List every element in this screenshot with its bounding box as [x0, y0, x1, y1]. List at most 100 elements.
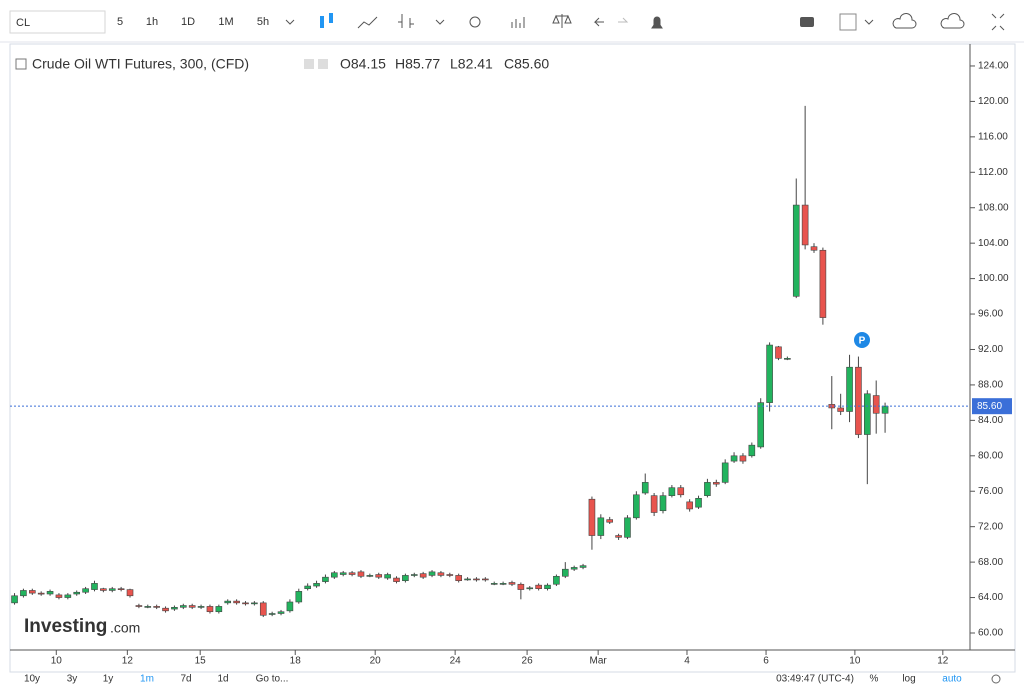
candle-body: [215, 606, 223, 613]
candle-body: [837, 407, 844, 412]
candle-body: [570, 567, 578, 570]
candle-body: [197, 606, 205, 608]
candle-body: [748, 444, 756, 457]
candle-body: [757, 402, 765, 448]
y-tick-label: 120.00: [978, 96, 1009, 107]
range-button[interactable]: 1m: [140, 674, 154, 685]
toolbar-icons: [285, 13, 1005, 31]
interval-button[interactable]: 1M: [218, 16, 233, 28]
indicators-icon[interactable]: [511, 17, 525, 28]
dropdown-icon[interactable]: [864, 19, 874, 25]
candle-body: [100, 588, 107, 591]
settings-icon[interactable]: [318, 59, 328, 69]
y-tick-label: 88.00: [978, 380, 1003, 391]
candle-body: [242, 602, 249, 605]
candle-body: [597, 517, 605, 536]
y-tick-label: 68.00: [978, 557, 1003, 568]
candle-body: [357, 571, 365, 577]
y-tick-label: 116.00: [978, 131, 1008, 142]
y-tick-label: 72.00: [978, 521, 1003, 532]
candle-body: [11, 595, 18, 604]
candle-body: [641, 482, 649, 494]
dropdown-icon[interactable]: [435, 19, 445, 25]
candle-body: [313, 583, 320, 587]
y-tick-label: 104.00: [978, 238, 1009, 249]
toolbar: [0, 0, 1024, 42]
candle-body: [526, 587, 534, 590]
candle-body: [251, 602, 258, 605]
candle-icon[interactable]: [320, 16, 324, 28]
interval-button[interactable]: 1h: [146, 16, 158, 28]
symbol-input[interactable]: [9, 10, 106, 34]
settings-icon[interactable]: [469, 16, 481, 28]
candle-body: [339, 572, 347, 575]
range-button[interactable]: 10y: [24, 674, 40, 685]
candle-body: [464, 578, 471, 581]
chart-title: Crude Oil WTI Futures, 300, (CFD): [32, 56, 249, 72]
candle-body: [446, 574, 454, 576]
alert-icon[interactable]: [651, 16, 663, 29]
candle-body: [410, 574, 418, 576]
candle-body: [633, 494, 640, 519]
y-tick-label: 92.00: [978, 344, 1003, 355]
candle-icon[interactable]: [329, 13, 333, 23]
candle-body: [482, 578, 489, 581]
interval-button[interactable]: 5h: [257, 16, 269, 28]
event-marker[interactable]: [854, 332, 870, 348]
candle-body: [188, 605, 196, 608]
fullscreen-icon[interactable]: [991, 13, 1005, 31]
last-price-label: 85.60: [977, 401, 1002, 412]
candle-body: [428, 571, 436, 576]
candle-body: [402, 575, 409, 582]
scale-option[interactable]: log: [902, 674, 915, 685]
candle-body: [286, 601, 294, 612]
cloud-upload-icon[interactable]: [940, 13, 965, 29]
candle-body: [126, 589, 134, 597]
candle-body: [46, 591, 54, 595]
collapse-icon[interactable]: [15, 58, 27, 70]
range-button[interactable]: 1y: [103, 674, 114, 685]
dropdown-icon[interactable]: [285, 19, 295, 25]
settings-icon[interactable]: [991, 674, 1001, 684]
candle-body: [322, 576, 329, 582]
color-picker[interactable]: [839, 13, 857, 31]
candle-body: [881, 405, 889, 414]
eye-icon[interactable]: [304, 59, 314, 69]
candle-body: [766, 344, 773, 403]
candle-body: [180, 605, 187, 608]
bar-icon[interactable]: [398, 14, 414, 28]
candle-body: [846, 366, 853, 412]
scale-option[interactable]: auto: [942, 674, 962, 685]
range-button[interactable]: Go to...: [256, 674, 289, 685]
candle-body: [295, 591, 303, 603]
candle-body: [393, 577, 400, 582]
y-tick-label: 108.00: [978, 202, 1009, 213]
candle-body: [588, 498, 596, 536]
range-button[interactable]: 3y: [67, 674, 78, 685]
x-tick-label: 10: [51, 656, 63, 667]
interval-button[interactable]: 1D: [181, 16, 195, 28]
redo-icon[interactable]: [618, 17, 629, 23]
clock: 03:49:47 (UTC-4): [776, 674, 854, 685]
candle-body: [144, 606, 152, 608]
event-marker-label[interactable]: P: [859, 336, 866, 347]
candle-body: [792, 204, 800, 297]
camera-icon[interactable]: [800, 17, 814, 27]
compare-icon[interactable]: [552, 14, 572, 28]
cloud-download-icon[interactable]: [892, 13, 917, 29]
undo-icon[interactable]: [593, 17, 604, 27]
range-button[interactable]: 7d: [180, 674, 191, 685]
candle-body: [855, 366, 862, 435]
candle-body: [277, 611, 285, 614]
symbol[interactable]: CL: [16, 17, 30, 29]
range-button[interactable]: 1d: [217, 674, 228, 685]
candle-body: [721, 462, 729, 483]
scale-option[interactable]: %: [870, 674, 879, 685]
x-tick-label: 12: [122, 656, 134, 667]
x-tick-label: Mar: [590, 656, 608, 667]
interval-button[interactable]: 5: [117, 16, 123, 28]
line-icon[interactable]: [357, 16, 378, 29]
candle-body: [384, 574, 391, 579]
candle-body: [517, 583, 525, 590]
